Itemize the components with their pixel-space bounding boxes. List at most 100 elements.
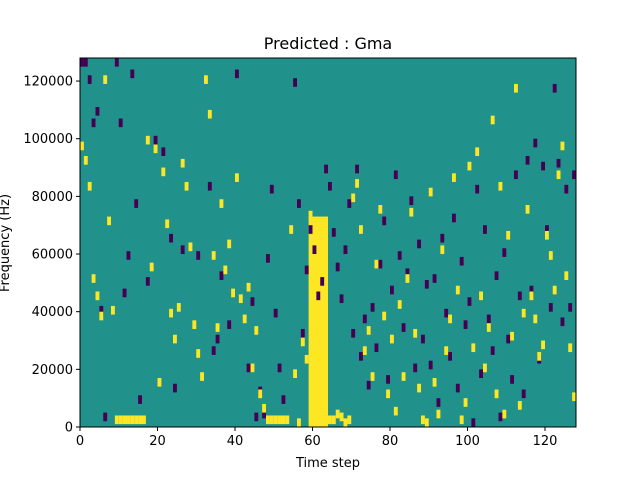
y-axis-label: Frequency (Hz) [0, 194, 13, 292]
heatmap-cell-low [378, 259, 383, 269]
heatmap-cell-high [444, 346, 449, 355]
heatmap-cell-low [130, 69, 135, 79]
y-tick-label: 0 [65, 421, 73, 436]
heatmap-cell-low [103, 412, 108, 422]
heatmap-cell-high [490, 115, 495, 125]
heatmap-cell-high [432, 377, 437, 387]
heatmap-cell-high [114, 415, 119, 425]
heatmap-cell-high [149, 262, 154, 272]
heatmap-cell-high [552, 285, 557, 295]
heatmap-cell-low [122, 288, 127, 298]
heatmap-cell-low [424, 279, 429, 289]
heatmap-cell-low [269, 184, 274, 194]
heatmap-cell-high [560, 141, 565, 151]
heatmap-cell-low [529, 285, 534, 295]
heatmap-cell-low [328, 181, 332, 191]
heatmap-cell-low [568, 303, 573, 312]
heatmap-cell-high [83, 156, 88, 165]
heatmap-cell-high [242, 314, 247, 324]
heatmap-cell-low [331, 228, 336, 237]
heatmap-cell-high [564, 271, 569, 280]
heatmap-cell-high [471, 343, 476, 353]
heatmap-cell-high [200, 372, 204, 381]
heatmap-cell-high [397, 300, 402, 309]
heatmap-cell-high [351, 193, 356, 203]
heatmap-cell-low [308, 225, 313, 234]
heatmap-cell-low [335, 262, 340, 272]
chart-title: Predicted : Gma [264, 34, 392, 53]
heatmap-cell-low [479, 369, 483, 378]
heatmap-cell-low [207, 181, 212, 191]
heatmap-cell-low [359, 352, 363, 361]
heatmap-cell-low [386, 375, 390, 384]
heatmap-cell-high [401, 372, 406, 381]
heatmap-cell-low [428, 360, 433, 370]
x-tick-label: 0 [76, 434, 84, 449]
heatmap-cell-low [564, 184, 569, 194]
heatmap-cell-low [312, 245, 317, 255]
x-tick-label: 120 [533, 434, 558, 449]
heatmap-cell-high [494, 389, 499, 399]
heatmap-cell-low [99, 305, 104, 315]
heatmap-cell-high [510, 331, 514, 341]
heatmap-cell-high [269, 415, 274, 425]
heatmap-cell-low [405, 268, 410, 278]
heatmap-cell-high [80, 141, 84, 151]
heatmap-cell-low [560, 317, 565, 327]
heatmap-cell-high [393, 406, 398, 416]
heatmap-cell-high [297, 418, 301, 427]
heatmap-cell-high [448, 314, 452, 324]
heatmap-cell-high [502, 409, 507, 419]
heatmap-cell-low [467, 297, 472, 306]
heatmap-cell-high [452, 173, 456, 182]
heatmap-cell-low [498, 412, 503, 422]
heatmap-cell-low [362, 314, 367, 324]
heatmap-cell-low [304, 265, 309, 275]
heatmap-cell-high [424, 418, 429, 427]
heatmap-cell-high [316, 415, 321, 425]
heatmap-cell-low [351, 328, 356, 338]
heatmap-cell-high [343, 418, 348, 427]
heatmap-cell-low [87, 75, 92, 84]
heatmap-cell-low [169, 233, 173, 243]
heatmap-cell-low [440, 233, 445, 243]
heatmap-cell-low [444, 308, 449, 318]
heatmap-cell-high [207, 109, 212, 119]
heatmap-cell-low [490, 346, 495, 355]
heatmap-cell-low [95, 107, 100, 116]
heatmap-cell-high [246, 282, 251, 292]
heatmap-cell-low [393, 170, 398, 180]
heatmap-cell-high [138, 415, 142, 425]
heatmap-cell-high [374, 259, 379, 269]
heatmap-cell-low [413, 363, 418, 373]
heatmap-cell-low [343, 245, 348, 255]
heatmap-cell-high [95, 291, 100, 301]
heatmap-cell-high [378, 205, 383, 214]
heatmap-cell-low [533, 138, 538, 148]
heatmap-cell-low [382, 216, 387, 226]
heatmap-cell-low [293, 78, 297, 87]
heatmap-cell-high [130, 415, 135, 425]
heatmap-cell-low [483, 225, 487, 234]
heatmap-cell-low [432, 274, 437, 283]
heatmap-cell-high [421, 415, 425, 425]
heatmap-cell-low [91, 118, 96, 128]
heatmap-cell-high [99, 311, 104, 321]
heatmap-cell-low [459, 256, 464, 266]
heatmap-cell-high [514, 83, 518, 93]
heatmap-cell-low [254, 412, 259, 422]
heatmap-cell-high [405, 274, 410, 283]
heatmap-cell-high [355, 179, 359, 188]
y-axis: 0 20000 40000 60000 80000 100000 120000 [23, 75, 80, 436]
heatmap-cell-low [517, 291, 522, 301]
heatmap-cell-high [173, 334, 177, 344]
heatmap-cell-low [114, 58, 119, 67]
heatmap-cell-high [176, 303, 181, 312]
heatmap-cell-high [204, 75, 208, 84]
heatmap-cell-high [517, 401, 522, 410]
heatmap-cell-low [556, 158, 561, 168]
heatmap-cell-low [401, 323, 406, 332]
heatmap-cell-low [281, 395, 286, 404]
heatmap-cell-low [134, 199, 139, 208]
heatmap-cell-low [521, 389, 526, 399]
